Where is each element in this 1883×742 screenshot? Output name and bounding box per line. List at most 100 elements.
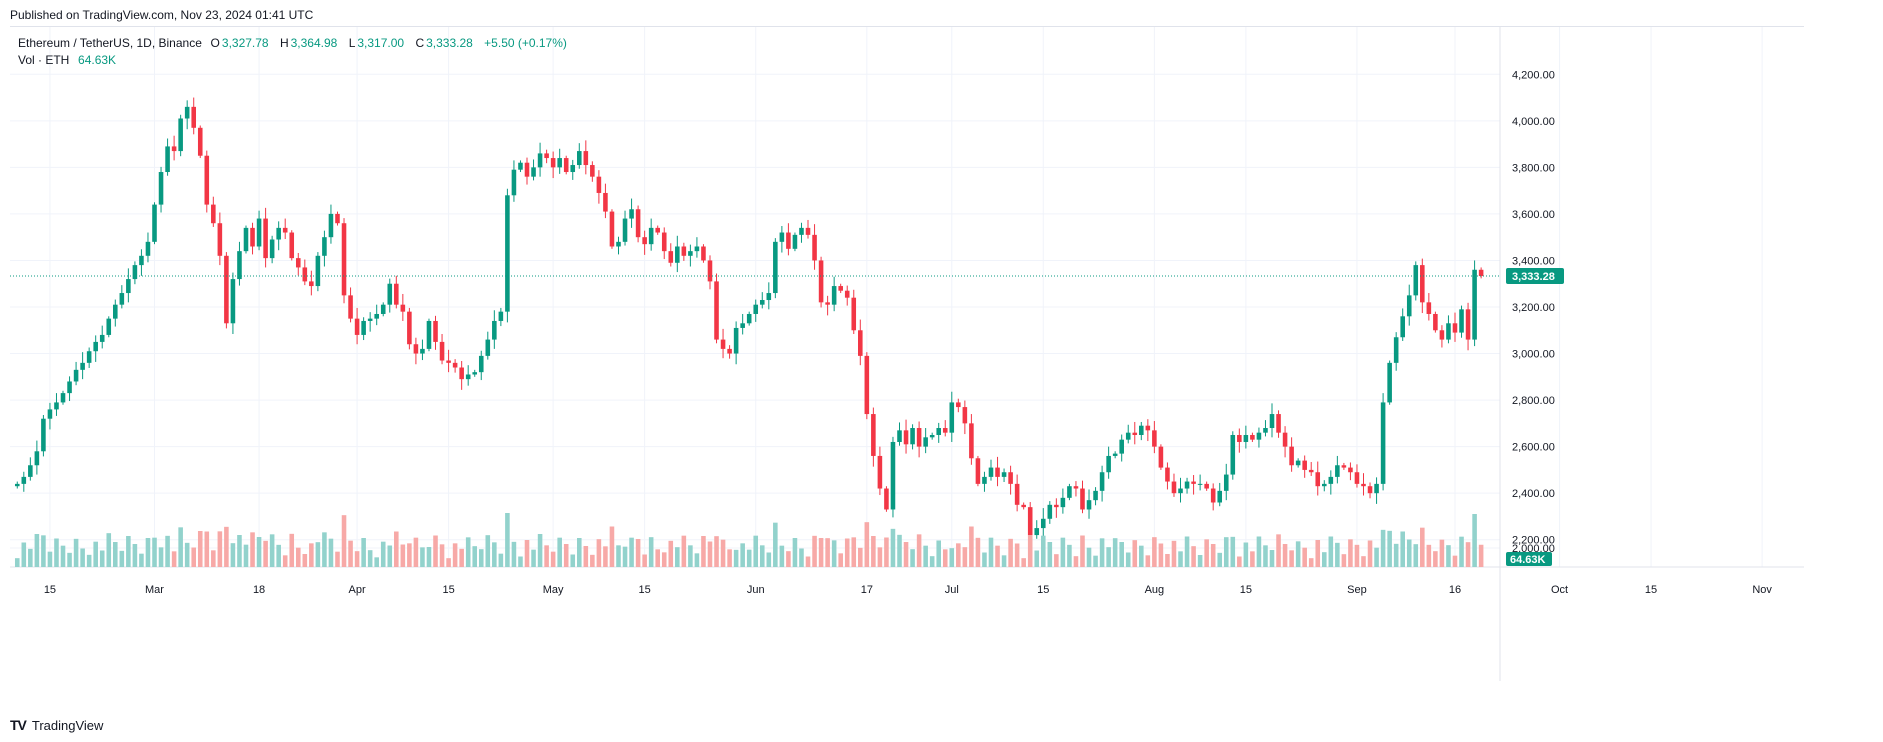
candle-body[interactable] (622, 218, 628, 242)
candle-body[interactable] (688, 251, 693, 256)
candle-body[interactable] (1152, 430, 1157, 447)
candle-body[interactable] (1047, 504, 1053, 519)
candle-body[interactable] (681, 246, 687, 256)
candle-body[interactable] (67, 381, 72, 394)
candle-body[interactable] (1472, 269, 1477, 340)
candle-body[interactable] (217, 223, 223, 256)
candle-body[interactable] (1452, 323, 1458, 333)
candle-body[interactable] (1171, 481, 1177, 494)
candle-body[interactable] (178, 118, 183, 152)
candle-body[interactable] (838, 286, 843, 291)
candle-body[interactable] (263, 218, 268, 259)
candle-body[interactable] (831, 286, 837, 305)
candle-body[interactable] (34, 451, 40, 466)
candle-body[interactable] (348, 295, 353, 319)
candle-body[interactable] (740, 323, 745, 328)
candlestick-chart[interactable]: 4,200.00 4,000.00 3,800.00 3,600.00 3,400.00… (10, 27, 1804, 681)
candle-body[interactable] (315, 255, 321, 287)
candle-body[interactable] (668, 251, 674, 263)
candle-body[interactable] (609, 211, 615, 247)
candle-body[interactable] (394, 283, 399, 305)
candle-body[interactable] (1060, 497, 1066, 508)
candle-body[interactable] (269, 239, 275, 259)
candle-body[interactable] (1158, 446, 1164, 468)
candle-body[interactable] (1446, 323, 1451, 340)
candle-body[interactable] (844, 290, 850, 298)
candle-body[interactable] (1269, 414, 1275, 429)
candle-body[interactable] (171, 146, 177, 152)
footer[interactable]: TV TradingView (10, 717, 103, 733)
candle-body[interactable] (41, 418, 46, 452)
candle-body[interactable] (812, 234, 817, 261)
candle-body[interactable] (1263, 428, 1268, 433)
candle-body[interactable] (590, 165, 595, 177)
candle-body[interactable] (1465, 309, 1471, 340)
candle-body[interactable] (1335, 465, 1340, 477)
candle-body[interactable] (655, 227, 660, 233)
candle-body[interactable] (295, 258, 301, 268)
candle-body[interactable] (354, 318, 360, 335)
candle-body[interactable] (773, 241, 778, 294)
candle-body[interactable] (1439, 330, 1445, 340)
candle-body[interactable] (1354, 472, 1360, 484)
candle-body[interactable] (1027, 507, 1033, 536)
candle-body[interactable] (1478, 269, 1484, 277)
candle-body[interactable] (99, 334, 105, 342)
candle-body[interactable] (818, 260, 824, 303)
candle-body[interactable] (635, 209, 641, 238)
candle-body[interactable] (753, 304, 759, 314)
candle-body[interactable] (498, 311, 504, 321)
candle-body[interactable] (21, 476, 27, 484)
candle-body[interactable] (942, 428, 948, 433)
candle-body[interactable] (1341, 465, 1347, 468)
candle-body[interactable] (1380, 402, 1386, 484)
candle-body[interactable] (1165, 467, 1170, 482)
candle-body[interactable] (211, 204, 216, 224)
candle-body[interactable] (93, 341, 98, 352)
candle-body[interactable] (106, 318, 112, 335)
candle-body[interactable] (956, 402, 961, 408)
candle-body[interactable] (733, 327, 739, 354)
candle-body[interactable] (1459, 309, 1464, 333)
candle-body[interactable] (779, 232, 785, 242)
candle-body[interactable] (1328, 476, 1334, 484)
candle-body[interactable] (80, 362, 85, 370)
candle-body[interactable] (1406, 295, 1412, 317)
candle-body[interactable] (335, 213, 340, 224)
candle-body[interactable] (276, 227, 281, 240)
candle-body[interactable] (54, 402, 59, 410)
chart-frame[interactable]: 4,200.00 4,000.00 3,800.00 3,600.00 3,400.00… (10, 26, 1804, 681)
candle-body[interactable] (224, 255, 229, 324)
candle-body[interactable] (197, 127, 203, 156)
candle-body[interactable] (505, 195, 510, 312)
candle-body[interactable] (465, 374, 471, 380)
candle-body[interactable] (1302, 460, 1307, 470)
candle-body[interactable] (282, 227, 288, 233)
candle-body[interactable] (1001, 472, 1007, 477)
candle-body[interactable] (380, 304, 386, 314)
candle-body[interactable] (616, 241, 621, 247)
candle-body[interactable] (237, 251, 242, 280)
candle-body[interactable] (374, 313, 379, 319)
candle-body[interactable] (576, 151, 582, 166)
candle-body[interactable] (916, 428, 922, 447)
candle-body[interactable] (661, 232, 667, 252)
candle-body[interactable] (47, 409, 53, 419)
candle-body[interactable] (890, 441, 896, 510)
candle-body[interactable] (1054, 504, 1059, 508)
candle-body[interactable] (929, 435, 935, 438)
candle-body[interactable] (1204, 483, 1209, 489)
candle-body[interactable] (191, 106, 197, 128)
candle-body[interactable] (1237, 435, 1242, 442)
candle-body[interactable] (1387, 362, 1392, 403)
candle-body[interactable] (629, 209, 634, 219)
candle-body[interactable] (531, 167, 536, 177)
candle-body[interactable] (1008, 472, 1013, 484)
candle-body[interactable] (746, 313, 752, 324)
candle-body[interactable] (1348, 467, 1353, 473)
candle-body[interactable] (903, 430, 909, 445)
candle-body[interactable] (1106, 455, 1111, 473)
candle-body[interactable] (969, 423, 974, 459)
candle-body[interactable] (367, 318, 373, 321)
candle-body[interactable] (648, 227, 654, 245)
